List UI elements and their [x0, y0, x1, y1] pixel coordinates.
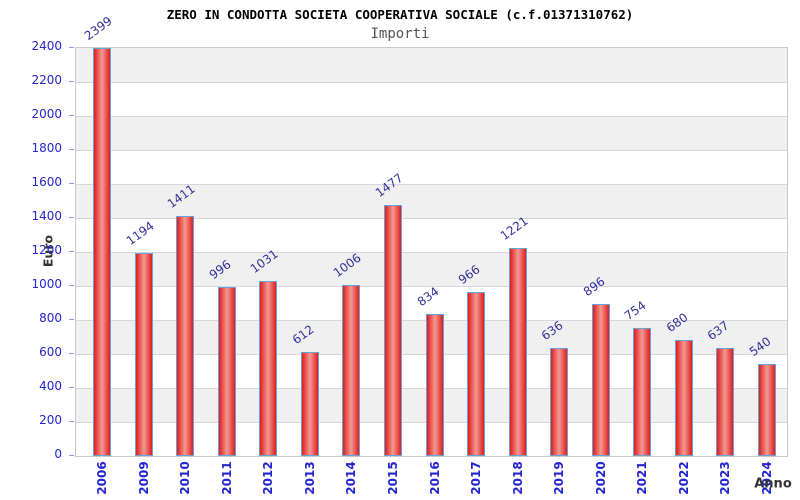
y-tick-mark — [69, 285, 74, 286]
bar-value-label: 966 — [455, 261, 483, 287]
y-tick-mark — [69, 149, 74, 150]
y-tick-mark — [69, 455, 74, 456]
x-tick-label: 2015 — [385, 461, 400, 495]
bar — [633, 327, 652, 456]
y-tick-label: 200 — [39, 413, 62, 427]
x-tick-label: 2009 — [136, 461, 151, 495]
bar-value-label: 540 — [746, 334, 774, 360]
bar-value-label: 1411 — [164, 181, 198, 212]
y-tick-mark — [69, 319, 74, 320]
bar — [758, 364, 776, 456]
bar-value-label: 834 — [414, 284, 442, 310]
y-tick-mark — [69, 81, 74, 82]
y-tick-mark — [69, 421, 74, 422]
y-tick-label: 0 — [54, 447, 62, 461]
y-axis-tick-labels: 0 200 400 600 800 1000 1200 1400 1600 1800 2000 220… — [0, 0, 74, 500]
bar — [300, 351, 319, 456]
x-axis-title: Anno — [754, 476, 792, 492]
bar-value-label: 637 — [705, 317, 732, 343]
y-tick-label: 400 — [39, 379, 62, 393]
x-tick-label: 2023 — [718, 461, 733, 495]
y-tick-label: 1800 — [31, 141, 62, 155]
y-tick-label: 2000 — [31, 107, 62, 121]
x-tick-label: 2017 — [469, 461, 484, 495]
bar — [176, 216, 195, 456]
x-tick-label: 2006 — [95, 461, 109, 495]
bar — [134, 253, 153, 456]
bar-value-label: 1477 — [372, 170, 406, 200]
bar-value-label: 1006 — [331, 250, 365, 280]
bar — [342, 284, 361, 456]
gridline — [76, 286, 787, 287]
y-tick-label: 2400 — [31, 39, 62, 53]
x-tick-label: 2020 — [593, 461, 608, 495]
gridline — [76, 252, 787, 253]
gridline — [76, 218, 787, 219]
x-tick-label: 2019 — [552, 461, 567, 495]
y-tick-label: 1200 — [31, 243, 62, 257]
bar — [467, 291, 486, 456]
bar — [508, 248, 527, 456]
bar — [591, 303, 610, 456]
plot-area: 2399 1194 1411 996 1031 612 1006 1477 834 966 1221… — [75, 14, 788, 457]
bar-value-label: 896 — [580, 273, 608, 299]
y-tick-mark — [69, 387, 74, 388]
y-tick-mark — [69, 115, 74, 116]
y-tick-mark — [69, 353, 74, 354]
chart-subtitle: Importi — [370, 26, 430, 42]
x-tick-label: 2022 — [676, 461, 691, 495]
x-tick-label: 2014 — [344, 461, 359, 495]
y-tick-label: 1600 — [31, 175, 62, 189]
x-tick-label: 2021 — [635, 461, 650, 495]
bar-value-label: 680 — [663, 310, 691, 336]
bar — [383, 204, 402, 456]
bar-value-label: 1031 — [248, 246, 281, 276]
gridline — [76, 116, 787, 117]
y-tick-mark — [69, 47, 74, 48]
bar-value-label: 996 — [206, 256, 234, 282]
bar — [716, 347, 735, 456]
y-tick-label: 2200 — [31, 73, 62, 87]
x-tick-label: 2018 — [510, 461, 525, 495]
bar-value-label: 636 — [538, 318, 566, 343]
bar — [425, 314, 444, 456]
y-tick-label: 1400 — [31, 209, 62, 223]
x-tick-label: 2013 — [302, 461, 317, 495]
y-tick-mark — [69, 183, 74, 184]
bar-value-label: 612 — [289, 322, 317, 347]
y-tick-mark — [69, 217, 74, 218]
bar — [93, 48, 111, 456]
gridline — [76, 184, 787, 185]
x-tick-label: 2016 — [427, 461, 442, 495]
y-tick-mark — [69, 251, 74, 252]
gridline — [76, 150, 787, 151]
gridline — [76, 82, 787, 83]
bar — [259, 280, 278, 456]
bar — [674, 340, 693, 456]
y-tick-label: 800 — [39, 311, 62, 325]
bar — [217, 286, 236, 456]
x-tick-label: 2012 — [261, 461, 276, 495]
x-tick-label: 2010 — [178, 461, 193, 495]
bar — [550, 347, 569, 456]
bar-value-label: 1194 — [123, 218, 157, 249]
x-tick-label: 2011 — [219, 461, 234, 495]
y-tick-label: 600 — [39, 345, 62, 359]
chart-title: ZERO IN CONDOTTA SOCIETA COOPERATIVA SOC… — [166, 7, 634, 22]
y-tick-label: 1000 — [31, 277, 62, 291]
